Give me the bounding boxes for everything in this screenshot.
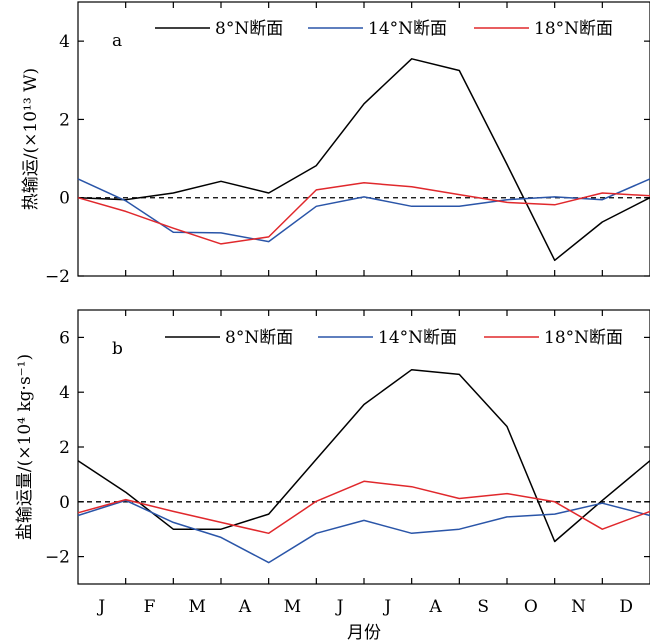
legend-label: 18°N断面 xyxy=(534,19,613,39)
legend-label: 8°N断面 xyxy=(215,19,283,39)
series-line xyxy=(77,58,650,262)
plot-frame xyxy=(77,309,650,585)
legend-label: 14°N断面 xyxy=(378,328,457,348)
panel-a-heat-transport: −2 0 2 4 8°N断面 14°N断面 18°N断面 a 热输运/(×10¹³ W) xyxy=(21,1,650,287)
x-tick-label: M xyxy=(188,597,205,617)
x-tick-label: A xyxy=(428,597,442,617)
series-line xyxy=(77,480,650,535)
y-axis-title: 热输运/(×10¹³ W) xyxy=(21,68,41,210)
legend-label: 18°N断面 xyxy=(544,328,623,348)
legend-label: 8°N断面 xyxy=(225,328,293,348)
x-tick-label: S xyxy=(477,597,489,617)
x-tick-label: J xyxy=(382,597,391,617)
y-tick-label: −2 xyxy=(45,548,70,568)
y-tick-label: 2 xyxy=(59,438,70,458)
x-tick-label: J xyxy=(335,597,344,617)
y-tick-label: 0 xyxy=(59,493,70,513)
x-tick-label: M xyxy=(284,597,301,617)
series-line xyxy=(77,178,650,243)
y-tick-label: 2 xyxy=(59,110,70,130)
y-tick-label: 4 xyxy=(59,383,70,403)
y-tick-label: 6 xyxy=(59,328,70,348)
y-tick-label: −2 xyxy=(45,267,70,287)
x-tick-label: F xyxy=(144,597,156,617)
panel-label: a xyxy=(112,31,122,51)
x-tick-label: O xyxy=(524,597,538,617)
x-tick-label: D xyxy=(619,597,633,617)
series-line xyxy=(77,499,650,564)
legend-label: 14°N断面 xyxy=(368,19,447,39)
y-tick-label: 4 xyxy=(59,32,70,52)
x-tick-label: J xyxy=(96,597,105,617)
panel-b-salt-transport: −2 0 2 4 6 8°N断面 14°N断面 18°N断面 b 盐输运量/(×10⁴ kg·s⁻… xyxy=(15,309,650,643)
x-tick-label: A xyxy=(238,597,252,617)
plot-frame xyxy=(77,1,650,277)
x-axis-title: 月份 xyxy=(347,623,381,643)
y-axis-title: 盐输运量/(×10⁴ kg·s⁻¹) xyxy=(15,354,35,540)
panel-label: b xyxy=(112,339,123,359)
series-line xyxy=(77,182,650,245)
y-tick-label: 0 xyxy=(59,189,70,209)
series-line xyxy=(77,368,650,543)
x-tick-label: N xyxy=(571,597,586,617)
